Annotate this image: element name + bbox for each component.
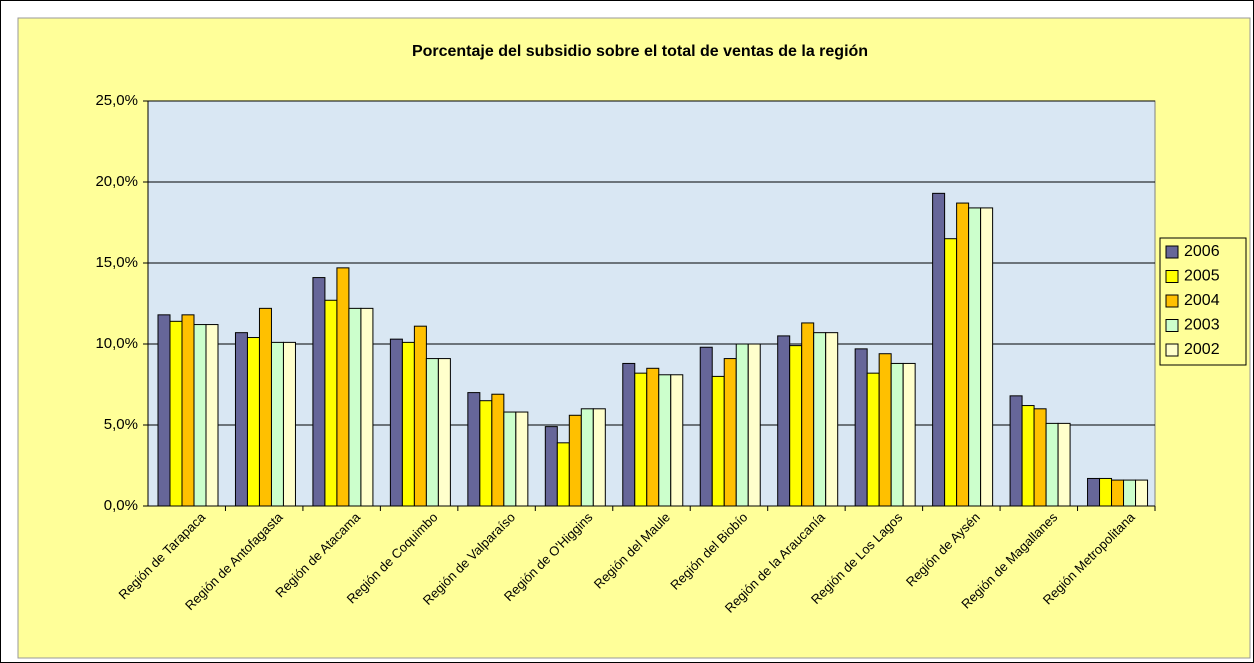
bar [193, 324, 207, 507]
bar [801, 322, 815, 507]
bar [1045, 422, 1059, 507]
legend-label: 2003 [1184, 317, 1220, 334]
bar [270, 341, 284, 507]
bar [1111, 479, 1125, 507]
bar [956, 202, 970, 507]
bar [723, 358, 737, 507]
bar [234, 332, 248, 507]
bar [401, 341, 415, 507]
bar [544, 426, 558, 507]
legend-label: 2005 [1184, 268, 1220, 285]
bar [825, 332, 839, 507]
bar [258, 307, 272, 507]
legend-swatch [1165, 294, 1179, 308]
bar [1099, 477, 1113, 507]
bar [1033, 408, 1047, 507]
bar [312, 277, 326, 507]
bar [157, 314, 171, 507]
bar [747, 343, 761, 507]
bar [1123, 479, 1137, 507]
bar [580, 408, 594, 507]
bar [932, 192, 946, 507]
legend-swatch [1165, 343, 1179, 357]
bar [777, 335, 791, 507]
y-tick-label: 25,0% [95, 92, 138, 109]
bar [503, 411, 517, 507]
y-tick-label: 20,0% [95, 173, 138, 190]
bar [1057, 422, 1071, 507]
bar [646, 367, 660, 507]
bar [491, 393, 505, 507]
bar [968, 207, 982, 507]
bar [670, 374, 684, 507]
bar [735, 343, 749, 507]
bar [181, 314, 195, 507]
bar [479, 400, 493, 507]
bar [1021, 405, 1035, 507]
legend-label: 2004 [1184, 292, 1220, 309]
bar [515, 411, 529, 507]
bar [980, 207, 994, 507]
bar [205, 324, 219, 507]
bar [437, 358, 451, 507]
legend-swatch [1165, 270, 1179, 283]
bar [413, 325, 427, 507]
legend-label: 2002 [1184, 341, 1220, 358]
legend-label: 2006 [1184, 243, 1220, 260]
bar [711, 375, 725, 507]
bar [246, 337, 260, 507]
bar [324, 299, 338, 507]
bar [592, 408, 606, 507]
bar [556, 442, 570, 507]
bar [813, 332, 827, 507]
y-tick-label: 0,0% [104, 497, 138, 514]
bar [854, 348, 868, 507]
bar [944, 238, 958, 507]
bar [878, 353, 892, 507]
bar [1009, 395, 1023, 507]
bar [568, 414, 582, 507]
bar [902, 362, 916, 507]
bar [348, 307, 362, 507]
bar [622, 362, 636, 507]
y-tick-label: 5,0% [104, 416, 138, 433]
bar [467, 392, 481, 507]
bar [634, 372, 648, 507]
bar [789, 345, 803, 507]
bar [866, 372, 880, 507]
bar [699, 346, 713, 507]
bar [282, 341, 296, 507]
legend-swatch [1165, 319, 1179, 332]
bar [658, 374, 672, 507]
bar [1135, 479, 1149, 507]
bar [1087, 477, 1101, 507]
bar [890, 362, 904, 507]
legend-swatch [1165, 245, 1179, 259]
y-tick-label: 10,0% [95, 335, 138, 352]
bar [425, 358, 439, 507]
chart-title: Porcentaje del subsidio sobre el total d… [412, 43, 868, 60]
bar [389, 338, 403, 507]
bar [360, 307, 374, 507]
y-tick-label: 15,0% [95, 254, 138, 271]
bar [336, 267, 350, 507]
bar [169, 320, 183, 507]
